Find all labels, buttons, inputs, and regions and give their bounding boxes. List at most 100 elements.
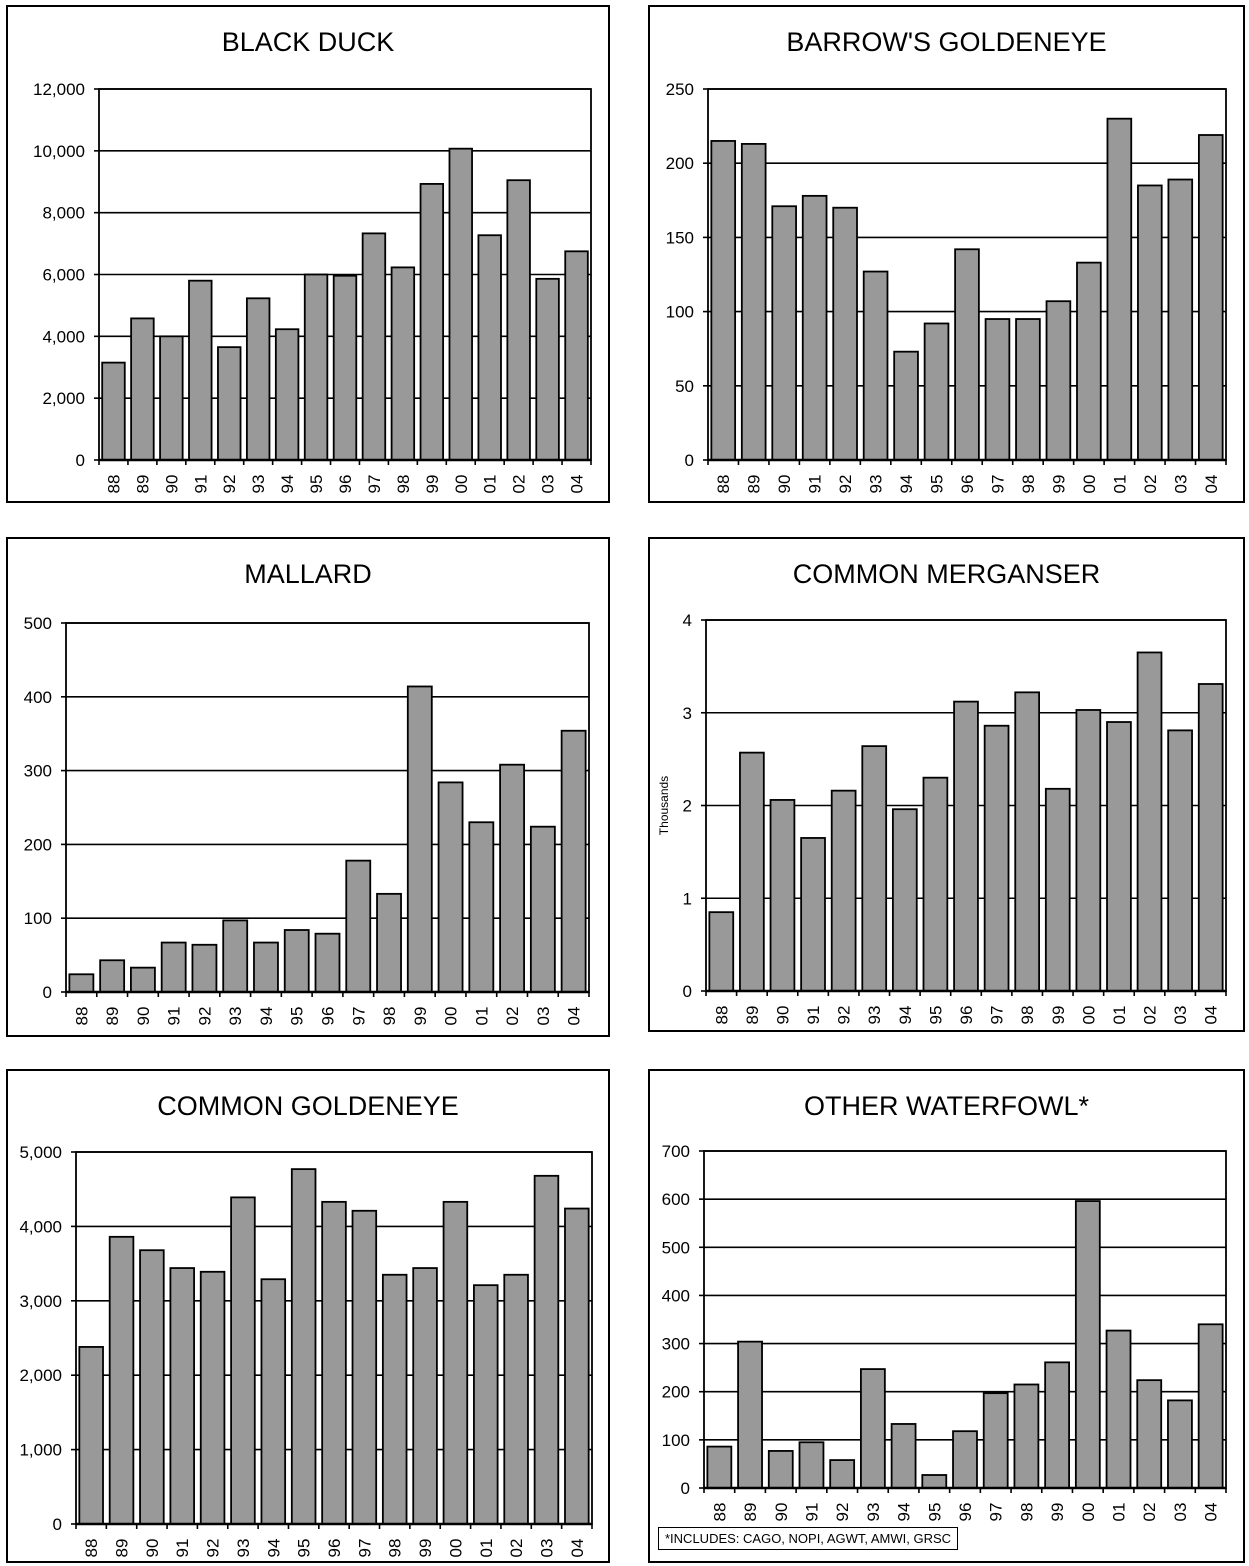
bar <box>1075 709 1102 992</box>
y-tick-label: 500 <box>24 614 52 633</box>
chart-title: BLACK DUCK <box>221 27 395 57</box>
x-tick-label: 88 <box>710 1503 729 1522</box>
bar <box>1014 691 1041 992</box>
bar <box>954 248 980 461</box>
x-tick-label: 89 <box>103 1007 122 1026</box>
bar <box>230 1196 256 1525</box>
y-tick-label: 3 <box>683 704 692 723</box>
x-tick-label: 95 <box>307 475 326 494</box>
x-tick-label: 95 <box>926 1006 945 1025</box>
bar <box>283 929 310 993</box>
bar <box>710 140 737 461</box>
chart-panel-mallard: MALLARD 0 100 200 300 400 500 88 89 90 91 92 93 94 95… <box>6 537 610 1037</box>
bar <box>1105 1329 1132 1489</box>
bar <box>529 825 556 993</box>
bar <box>1167 178 1194 461</box>
bar <box>984 318 1011 461</box>
bar-chart-common-goldeneye: 0 1,000 2,000 3,000 4,000 5,000 88 89 90 91 92 93 94… <box>19 1143 593 1558</box>
y-tick-label: 8,000 <box>42 204 85 223</box>
y-tick-label: 4,000 <box>19 1217 62 1236</box>
x-tick-label: 01 <box>481 475 500 494</box>
bar <box>314 932 341 993</box>
bar <box>862 270 889 461</box>
bar <box>1197 1323 1224 1489</box>
y-tick-label: 5,000 <box>19 1143 62 1162</box>
y-tick-label: 500 <box>662 1238 690 1257</box>
bar <box>1044 787 1071 992</box>
bar-chart-barrows-goldeneye: 0 50 100 150 200 250 88 89 90 91 92 93 94 95 96 97 98 99 0… <box>666 80 1227 494</box>
chart-title: BARROW'S GOLDENEYE <box>786 27 1107 57</box>
bar <box>442 1200 469 1525</box>
x-tick-label: 89 <box>133 475 152 494</box>
bar <box>1167 1399 1193 1489</box>
y-tick-label: 600 <box>662 1190 690 1209</box>
bar <box>188 279 213 461</box>
x-tick-label: 90 <box>143 1539 162 1558</box>
y-tick-label: 0 <box>681 1479 690 1498</box>
x-tick-label: 98 <box>386 1539 405 1558</box>
bar <box>503 1273 529 1525</box>
bar <box>290 1168 317 1525</box>
x-tick-label: 01 <box>1110 475 1129 494</box>
bar <box>191 943 218 993</box>
y-tick-label: 100 <box>662 1431 690 1450</box>
x-tick-label: 93 <box>864 1503 883 1522</box>
x-tick-label: 93 <box>865 1006 884 1025</box>
x-tick-label: 97 <box>355 1539 374 1558</box>
x-tick-label: 98 <box>394 475 413 494</box>
x-tick-label: 97 <box>365 475 384 494</box>
x-tick-label: 95 <box>925 1503 944 1522</box>
bar <box>217 346 242 461</box>
x-tick-label: 99 <box>423 475 442 494</box>
x-tick-label: 93 <box>234 1539 253 1558</box>
x-tick-label: 94 <box>257 1007 276 1026</box>
bar <box>160 941 187 993</box>
x-tick-label: 88 <box>82 1539 101 1558</box>
x-tick-label: 96 <box>325 1539 344 1558</box>
y-tick-label: 300 <box>662 1335 690 1354</box>
bar <box>274 328 300 461</box>
bar <box>1013 1383 1040 1489</box>
x-tick-label: 89 <box>745 475 764 494</box>
x-tick-label: 04 <box>1202 1503 1221 1522</box>
x-tick-label: 02 <box>1141 1006 1160 1025</box>
bar <box>1044 1361 1070 1489</box>
bar <box>952 1430 978 1489</box>
y-tick-label: 4,000 <box>42 327 85 346</box>
bar <box>890 1423 917 1489</box>
bar <box>1106 117 1133 461</box>
bar <box>419 183 445 461</box>
x-tick-label: 88 <box>714 475 733 494</box>
y-tick-label: 3,000 <box>19 1292 62 1311</box>
chart-panel-barrows-goldeneye: BARROW'S GOLDENEYE 0 50 100 150 200 250 88 89 90… <box>648 5 1245 503</box>
bar <box>1015 318 1041 461</box>
bar-chart-black-duck: 0 2,000 4,000 6,000 8,000 10,000 12,000 88 89 90 9… <box>33 80 592 494</box>
bar <box>361 232 387 461</box>
bar <box>473 1284 499 1525</box>
x-tick-label: 97 <box>988 1006 1007 1025</box>
y-tick-label: 0 <box>43 983 52 1002</box>
bar <box>332 274 358 461</box>
bar <box>448 147 473 461</box>
y-tick-label: 2 <box>683 797 692 816</box>
x-tick-label: 03 <box>1171 1006 1190 1025</box>
x-tick-label: 95 <box>288 1007 307 1026</box>
x-tick-label: 90 <box>772 1503 791 1522</box>
x-tick-label: 94 <box>895 1503 914 1522</box>
bar <box>1076 261 1102 461</box>
bar <box>983 724 1010 992</box>
x-tick-label: 00 <box>1079 1006 1098 1025</box>
x-tick-label: 04 <box>568 1539 587 1558</box>
bar <box>922 776 949 992</box>
bar <box>253 941 279 993</box>
x-tick-label: 94 <box>897 475 916 494</box>
bar <box>739 751 765 992</box>
x-tick-label: 91 <box>802 1503 821 1522</box>
bar <box>921 1474 948 1489</box>
bar <box>953 700 979 992</box>
x-tick-label: 90 <box>134 1007 153 1026</box>
x-tick-label: 93 <box>867 475 886 494</box>
x-tick-label: 91 <box>173 1539 192 1558</box>
bar <box>1074 1200 1101 1489</box>
